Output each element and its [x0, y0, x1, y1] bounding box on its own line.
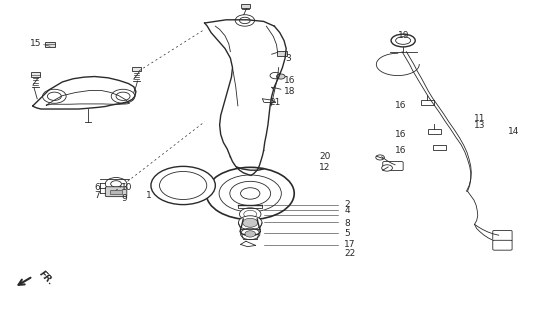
- FancyBboxPatch shape: [493, 230, 512, 241]
- Text: 15: 15: [30, 39, 42, 48]
- FancyBboxPatch shape: [241, 4, 250, 8]
- Circle shape: [116, 92, 130, 100]
- Text: 11: 11: [474, 114, 485, 123]
- Text: 3: 3: [285, 53, 291, 62]
- Circle shape: [47, 92, 61, 100]
- Text: 2: 2: [344, 200, 350, 209]
- Circle shape: [240, 228, 260, 240]
- Text: 16: 16: [395, 130, 407, 139]
- Text: 9: 9: [122, 194, 127, 204]
- FancyBboxPatch shape: [31, 72, 40, 77]
- Circle shape: [111, 181, 122, 187]
- FancyBboxPatch shape: [277, 51, 287, 56]
- Text: 20: 20: [319, 152, 330, 161]
- Circle shape: [240, 188, 260, 199]
- Circle shape: [151, 166, 215, 204]
- Circle shape: [239, 17, 250, 24]
- FancyBboxPatch shape: [493, 240, 512, 250]
- Text: 4: 4: [344, 206, 350, 215]
- Text: 8: 8: [344, 219, 350, 228]
- Circle shape: [230, 181, 271, 205]
- FancyBboxPatch shape: [421, 100, 434, 105]
- Text: 16: 16: [284, 76, 295, 85]
- FancyBboxPatch shape: [383, 162, 403, 171]
- Text: 13: 13: [474, 121, 485, 130]
- Text: 16: 16: [395, 146, 407, 155]
- Circle shape: [105, 178, 127, 190]
- FancyBboxPatch shape: [428, 129, 441, 134]
- Text: 16: 16: [395, 101, 407, 110]
- Circle shape: [239, 208, 261, 220]
- FancyBboxPatch shape: [105, 187, 127, 197]
- Circle shape: [376, 155, 384, 160]
- Text: 18: 18: [284, 87, 295, 96]
- Circle shape: [238, 216, 262, 230]
- FancyBboxPatch shape: [433, 145, 446, 150]
- Circle shape: [381, 165, 392, 171]
- Text: 10: 10: [122, 183, 133, 192]
- Circle shape: [206, 167, 294, 220]
- Circle shape: [270, 72, 281, 79]
- FancyBboxPatch shape: [110, 190, 122, 195]
- Text: 21: 21: [269, 98, 280, 107]
- Text: 12: 12: [319, 163, 330, 172]
- Text: 17: 17: [344, 240, 356, 249]
- Ellipse shape: [395, 37, 410, 44]
- Text: 1: 1: [146, 190, 151, 200]
- Text: 22: 22: [344, 250, 356, 259]
- Text: 19: 19: [398, 31, 409, 40]
- Circle shape: [219, 175, 281, 212]
- Circle shape: [235, 15, 254, 26]
- Text: 14: 14: [508, 127, 519, 136]
- Text: 7: 7: [95, 190, 101, 200]
- Ellipse shape: [391, 34, 415, 47]
- Circle shape: [43, 89, 66, 103]
- Circle shape: [111, 89, 135, 103]
- Text: FR.: FR.: [37, 269, 55, 287]
- Circle shape: [243, 218, 258, 227]
- Circle shape: [244, 210, 257, 218]
- Circle shape: [160, 172, 207, 199]
- Circle shape: [277, 74, 285, 79]
- Circle shape: [245, 231, 256, 237]
- Text: 5: 5: [344, 229, 350, 238]
- Text: 6: 6: [95, 183, 101, 192]
- FancyBboxPatch shape: [45, 42, 55, 47]
- FancyBboxPatch shape: [132, 67, 141, 71]
